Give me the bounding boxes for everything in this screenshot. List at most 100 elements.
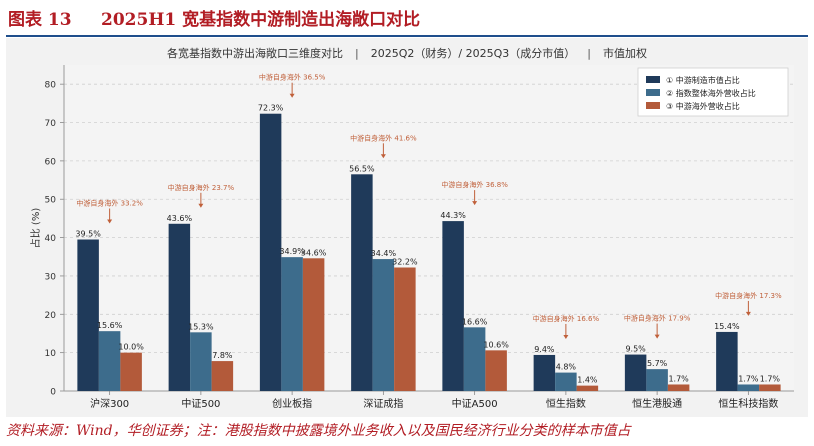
bar-s3-6 [667,384,690,391]
y-axis-label: 占比 (%) [29,208,42,249]
annotation-label-7: 中游自身海外 17.3% [715,291,782,300]
subtitle-part-2: 2025Q2（财务）/ 2025Q3（成分市值） [370,47,576,60]
subtitle-part-1: 各宽基指数中游出海敞口三维度对比 [167,47,344,60]
figure-number: 图表 13 [8,10,72,30]
data-label-s1-5: 9.4% [534,345,555,354]
y-tick-label-1: 10 [45,349,57,359]
annotation-arrow-head-1 [198,203,204,208]
bar-chart: 0 10 20 30 40 50 60 70 80 占比 (%) 39.5% 15.6% 10.0% 中游… [29,65,794,410]
subtitle-separator-2: | [587,46,591,60]
chart-subtitle: 各宽基指数中游出海敞口三维度对比 | 2025Q2（财务）/ 2025Q3（成分… [6,42,808,64]
y-tick-label-3: 30 [45,272,57,282]
bar-s3-3 [394,267,416,391]
bar-s3-1 [211,361,234,391]
x-tick-label-6: 恒生港股通 [632,397,682,410]
annotation-label-3: 中游自身海外 41.6% [350,133,417,142]
data-label-s3-0: 10.0% [118,343,144,352]
y-tick-label-0: 0 [50,388,56,398]
y-tick-label-5: 50 [45,196,57,206]
data-label-s3-6: 1.7% [668,374,689,383]
annotation-arrow-head-5 [563,334,569,339]
bar-s2-1 [190,332,212,391]
data-label-s3-4: 10.6% [483,340,509,349]
bar-s2-6 [646,369,668,391]
bar-s3-5 [576,385,599,391]
data-label-s3-2: 34.6% [301,248,327,257]
bar-s3-0 [120,352,142,391]
x-tick-label-5: 恒生指数 [546,397,586,410]
legend-box [637,67,789,117]
figure-title: 2025H1 宽基指数中游制造出海敞口对比 [101,10,421,30]
data-label-s2-0: 15.6% [97,321,123,330]
chart-panel: 各宽基指数中游出海敞口三维度对比 | 2025Q2（财务）/ 2025Q3（成分… [6,38,808,417]
legend-label-2: ② 指数整体海外营收占比 [666,88,756,98]
annotation-arrow-head-7 [745,311,751,316]
bar-s1-5 [533,354,556,391]
bar-s2-3 [372,259,395,391]
x-tick-label-7: 恒生科技指数 [718,397,778,410]
x-tick-label-1: 中证500 [181,397,220,410]
legend-swatch-3 [646,102,660,109]
data-label-s2-2: 34.9% [279,247,305,256]
data-label-s3-7: 1.7% [760,374,781,383]
y-tick-label-6: 60 [45,157,57,167]
y-tick-label-2: 20 [45,311,57,321]
legend-label-1: ① 中游制造市值占比 [666,75,740,85]
annotation-label-4: 中游自身海外 36.8% [441,180,508,189]
bar-s2-0 [98,331,121,391]
bar-s1-0 [77,239,99,391]
annotation-arrow-head-4 [472,201,478,206]
x-tick-label-4: 中证A500 [452,397,498,410]
data-label-s1-2: 72.3% [258,104,284,113]
bar-s2-4 [463,327,486,391]
bar-s3-2 [302,258,325,391]
data-label-s2-6: 5.7% [647,359,668,368]
bar-s2-2 [281,257,303,391]
y-tick-label-8: 80 [45,81,57,91]
annotation-label-1: 中游自身海外 23.7% [168,183,235,192]
annotation-label-2: 中游自身海外 36.5% [259,73,326,82]
bar-s3-7 [759,384,781,391]
data-label-s1-3: 56.5% [349,164,375,173]
bar-s1-4 [442,221,464,391]
annotation-arrow-head-3 [380,154,386,159]
data-label-s1-7: 15.4% [714,322,740,331]
data-label-s1-4: 44.3% [440,211,466,220]
data-label-s1-6: 9.5% [625,345,646,354]
annotation-label-5: 中游自身海外 16.6% [533,314,600,323]
x-tick-label-2: 创业板指 [272,397,312,410]
data-label-s2-4: 16.6% [462,317,488,326]
data-label-s3-1: 7.8% [212,351,233,360]
y-tick-label-7: 70 [45,119,57,129]
bar-s2-7 [737,384,760,391]
x-tick-label-0: 沪深300 [90,397,129,410]
bar-s3-4 [485,350,507,391]
header-rule [6,35,808,37]
annotation-label-6: 中游自身海外 17.9% [624,314,691,323]
bar-s2-5 [555,372,577,391]
x-tick-label-3: 深证成指 [363,397,403,410]
legend-swatch-1 [646,76,660,83]
annotation-arrow-head-6 [654,334,660,339]
bar-s1-2 [259,113,282,391]
source-footer: 资料来源：Wind，华创证券；注：港股指数中披露境外业务收入以及国民经济行业分类… [6,423,631,439]
data-label-s2-1: 15.3% [188,322,214,331]
annotation-label-0: 中游自身海外 33.2% [76,199,143,208]
bar-s1-1 [168,223,191,391]
annotation-arrow-head-0 [107,219,113,224]
figure-header: 图表 13 2025H1 宽基指数中游制造出海敞口对比 [0,0,814,34]
data-label-s3-3: 32.2% [392,258,418,267]
data-label-s2-7: 1.7% [738,374,759,383]
legend-label-3: ③ 中游海外营收占比 [666,101,740,111]
bar-s1-6 [624,354,647,391]
bar-s1-7 [716,331,738,391]
y-tick-label-4: 40 [45,234,57,244]
subtitle-part-3: 市值加权 [602,47,647,60]
data-label-s2-5: 4.8% [556,363,577,372]
data-label-s3-5: 1.4% [577,376,598,385]
annotation-arrow-head-2 [289,93,295,98]
data-label-s2-3: 34.4% [371,249,397,258]
bar-s1-3 [351,174,373,391]
subtitle-separator-1: | [355,46,359,60]
legend-swatch-2 [646,89,660,96]
